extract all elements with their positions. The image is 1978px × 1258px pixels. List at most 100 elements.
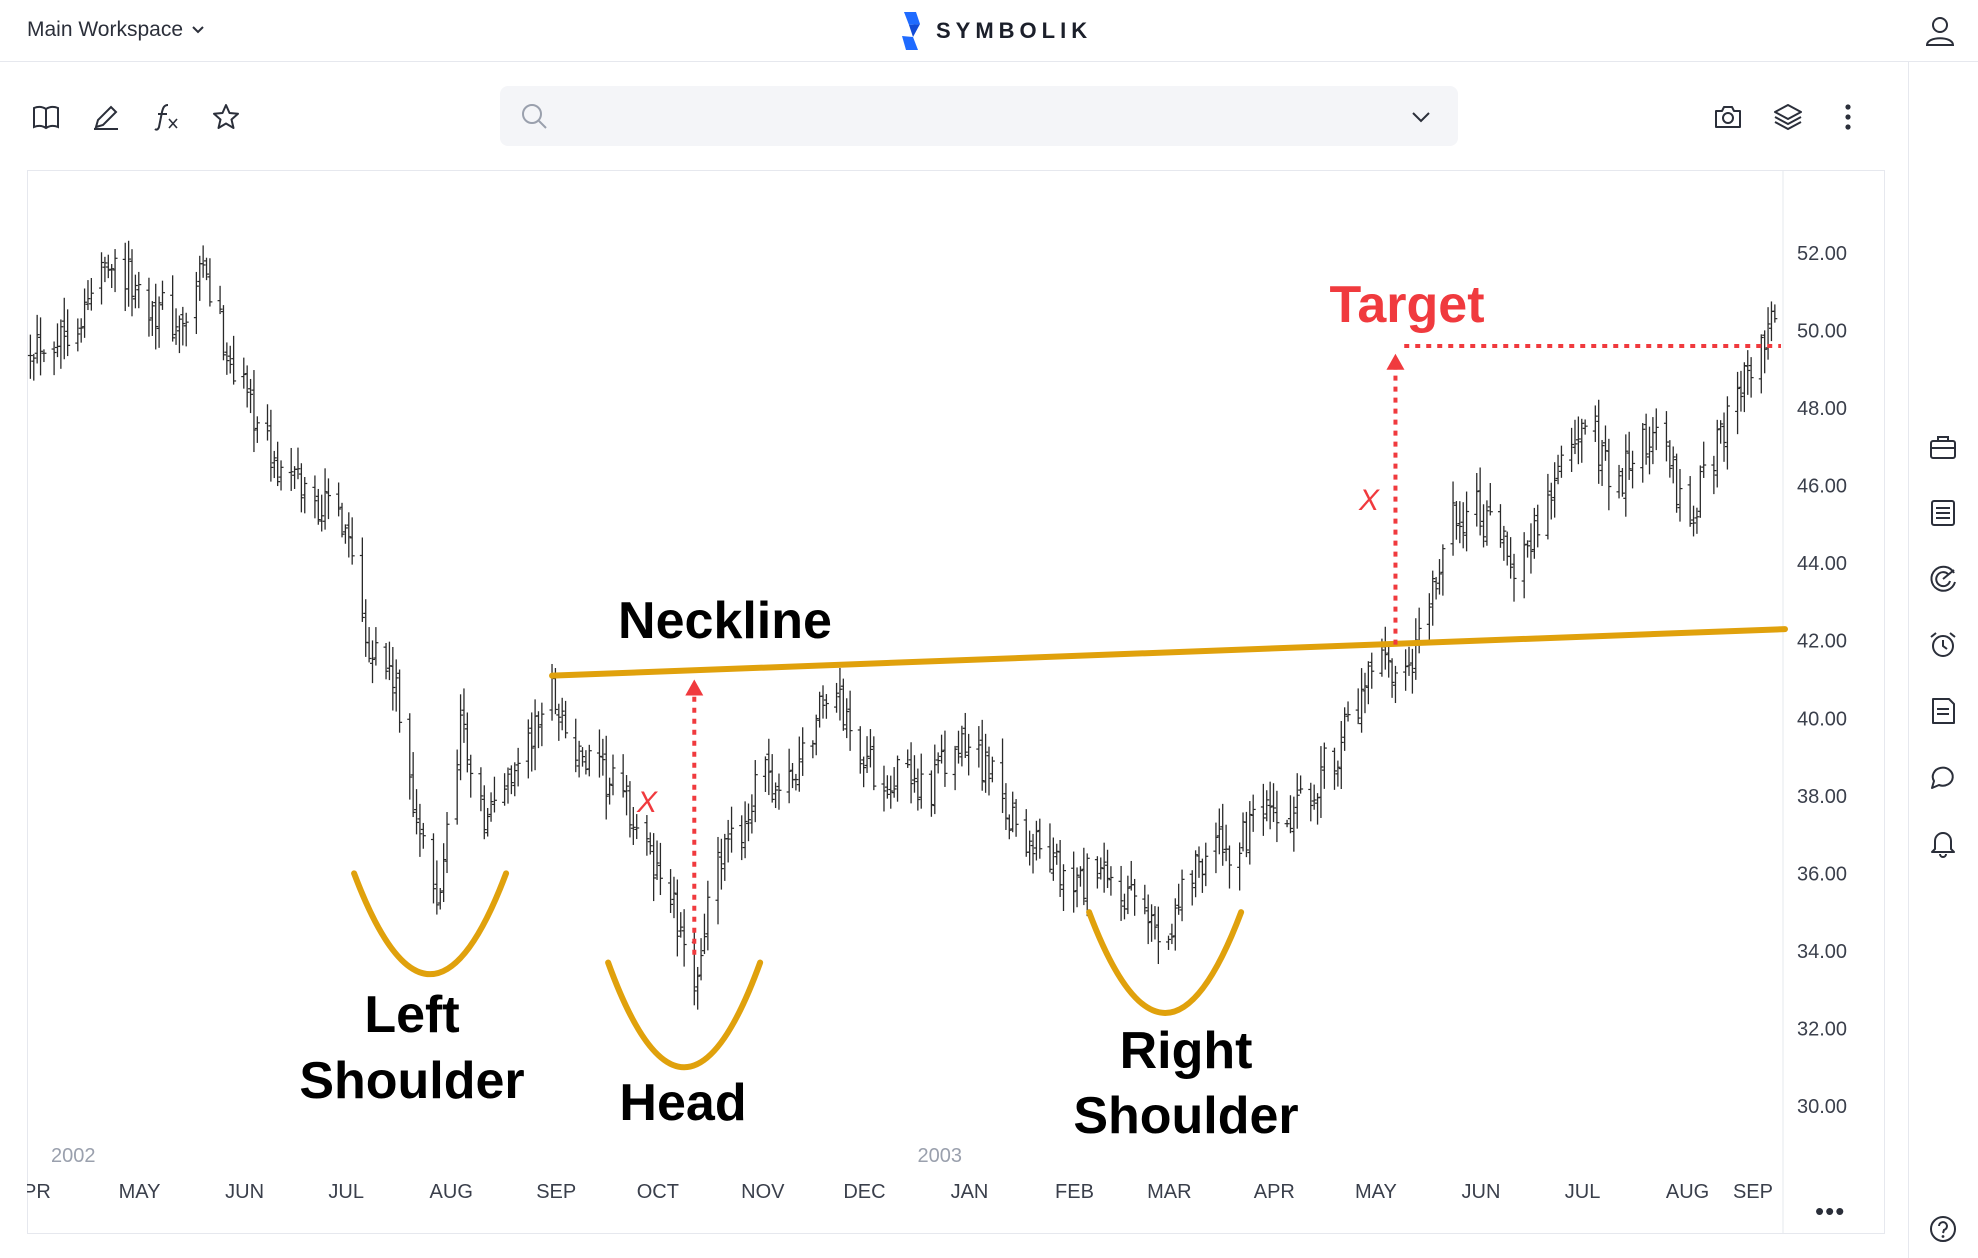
ohlc-bar — [644, 815, 650, 856]
ohlc-bar — [837, 667, 843, 721]
measure-arrow-head — [685, 679, 704, 696]
pattern-arc — [605, 959, 764, 1070]
ohlc-bar — [861, 756, 867, 788]
ohlc-bar — [627, 781, 633, 838]
search-input[interactable] — [560, 86, 1380, 146]
ohlc-bar — [173, 308, 179, 345]
ohlc-bar — [407, 713, 413, 800]
ohlc-bar — [698, 938, 704, 981]
ohlc-bar — [1247, 801, 1253, 865]
ohlc-bar — [1145, 894, 1151, 945]
ohlc-bar — [102, 256, 108, 283]
ohlc-bar — [1172, 898, 1178, 951]
ohlc-bar — [715, 836, 721, 925]
pencil-icon[interactable] — [90, 101, 122, 133]
ohlc-bar — [336, 482, 342, 517]
ohlc-bar — [65, 309, 71, 357]
ohlc-bar — [264, 404, 270, 441]
time-tick-label: MAR — [1147, 1181, 1191, 1203]
ohlc-bar — [1426, 593, 1432, 643]
ohlc-bar — [248, 378, 254, 414]
camera-icon[interactable] — [1712, 101, 1744, 133]
ohlc-bar — [61, 297, 67, 360]
ohlc-bar — [705, 880, 711, 951]
time-tick-label: FEB — [1055, 1181, 1094, 1203]
chat-icon[interactable] — [1928, 762, 1958, 792]
ohlc-bar — [170, 275, 176, 342]
ohlc-bar — [573, 718, 579, 773]
briefcase-icon[interactable] — [1928, 432, 1958, 462]
ohlc-bar — [762, 756, 768, 792]
ohlc-bar — [1101, 842, 1107, 893]
more-vertical-icon[interactable] — [1832, 101, 1864, 133]
ohlc-bar — [1413, 618, 1419, 680]
ohlc-bar — [1697, 465, 1703, 518]
ohlc-bar — [488, 792, 494, 822]
symbol-search — [500, 86, 1458, 146]
ohlc-bar — [596, 729, 602, 778]
time-tick-label: JAN — [951, 1181, 989, 1203]
right-shoulder-label-line1: Right — [1120, 1022, 1253, 1080]
ohlc-bar — [1430, 570, 1436, 626]
ohlc-bar — [149, 301, 155, 336]
ohlc-bar — [1169, 923, 1175, 945]
right-sidebar — [1908, 62, 1978, 1258]
ohlc-bar — [136, 271, 142, 309]
time-axis-more-button[interactable]: ••• — [1815, 1196, 1846, 1226]
ohlc-bar — [315, 488, 321, 525]
ohlc-bar — [1724, 396, 1730, 470]
ohlc-bar — [607, 777, 613, 805]
ohlc-bar — [532, 699, 538, 771]
ohlc-bar — [38, 317, 44, 376]
ohlc-bar — [979, 719, 985, 791]
layers-icon[interactable] — [1772, 101, 1804, 133]
ohlc-bar — [231, 335, 237, 385]
ohlc-bar — [539, 702, 545, 747]
ohlc-bar — [1264, 790, 1270, 822]
ohlc-bar — [1748, 357, 1754, 398]
chevron-down-icon[interactable] — [1408, 104, 1434, 130]
ohlc-bar — [796, 736, 802, 792]
bell-icon[interactable] — [1928, 828, 1958, 858]
ohlc-bar — [420, 822, 426, 849]
ohlc-bar — [1511, 553, 1517, 602]
year-label: 2002 — [51, 1145, 96, 1167]
ohlc-bar — [745, 803, 751, 842]
ohlc-bar — [1155, 906, 1161, 965]
price-chart[interactable]: 52.00 50.00 48.00 46.00 44.00 42.00 40.00 38.00… — [27, 170, 1885, 1234]
ohlc-bar — [1650, 417, 1656, 465]
price-tick-label: 44.00 — [1797, 553, 1847, 575]
list-icon[interactable] — [1928, 498, 1958, 528]
neckline — [549, 626, 1788, 679]
ohlc-bar — [481, 785, 487, 840]
ohlc-bar — [1132, 878, 1138, 916]
star-icon[interactable] — [210, 101, 242, 133]
pattern-labels: Neckline Target Left Shoulder Head Right… — [299, 276, 1484, 1145]
gauge-icon[interactable] — [1928, 564, 1958, 594]
workspace-selector[interactable]: Main Workspace — [27, 18, 207, 42]
alarm-icon[interactable] — [1928, 630, 1958, 660]
ohlc-bar — [766, 738, 772, 796]
document-icon[interactable] — [1928, 696, 1958, 726]
ohlc-bar — [41, 349, 47, 363]
ohlc-bar — [1294, 773, 1300, 829]
ohlc-bar — [867, 729, 873, 768]
ohlc-bar — [1318, 746, 1324, 818]
ohlc-bar — [370, 640, 376, 684]
ohlc-bar — [1054, 843, 1060, 865]
ohlc-bar — [603, 735, 609, 820]
ohlc-bar — [989, 756, 995, 783]
ohlc-bar — [146, 277, 152, 337]
ohlc-bar — [129, 249, 135, 317]
user-icon[interactable] — [1923, 14, 1957, 48]
brand-name: SYMBOLIK — [936, 18, 1093, 43]
ohlc-bar — [701, 913, 707, 955]
ohlc-bar — [966, 733, 972, 776]
ohlc-bar — [559, 697, 565, 731]
ohlc-bar — [1389, 658, 1395, 698]
help-icon[interactable] — [1928, 1214, 1958, 1244]
ohlc-bar — [1626, 431, 1632, 480]
book-icon[interactable] — [30, 101, 62, 133]
function-icon[interactable] — [150, 101, 182, 133]
